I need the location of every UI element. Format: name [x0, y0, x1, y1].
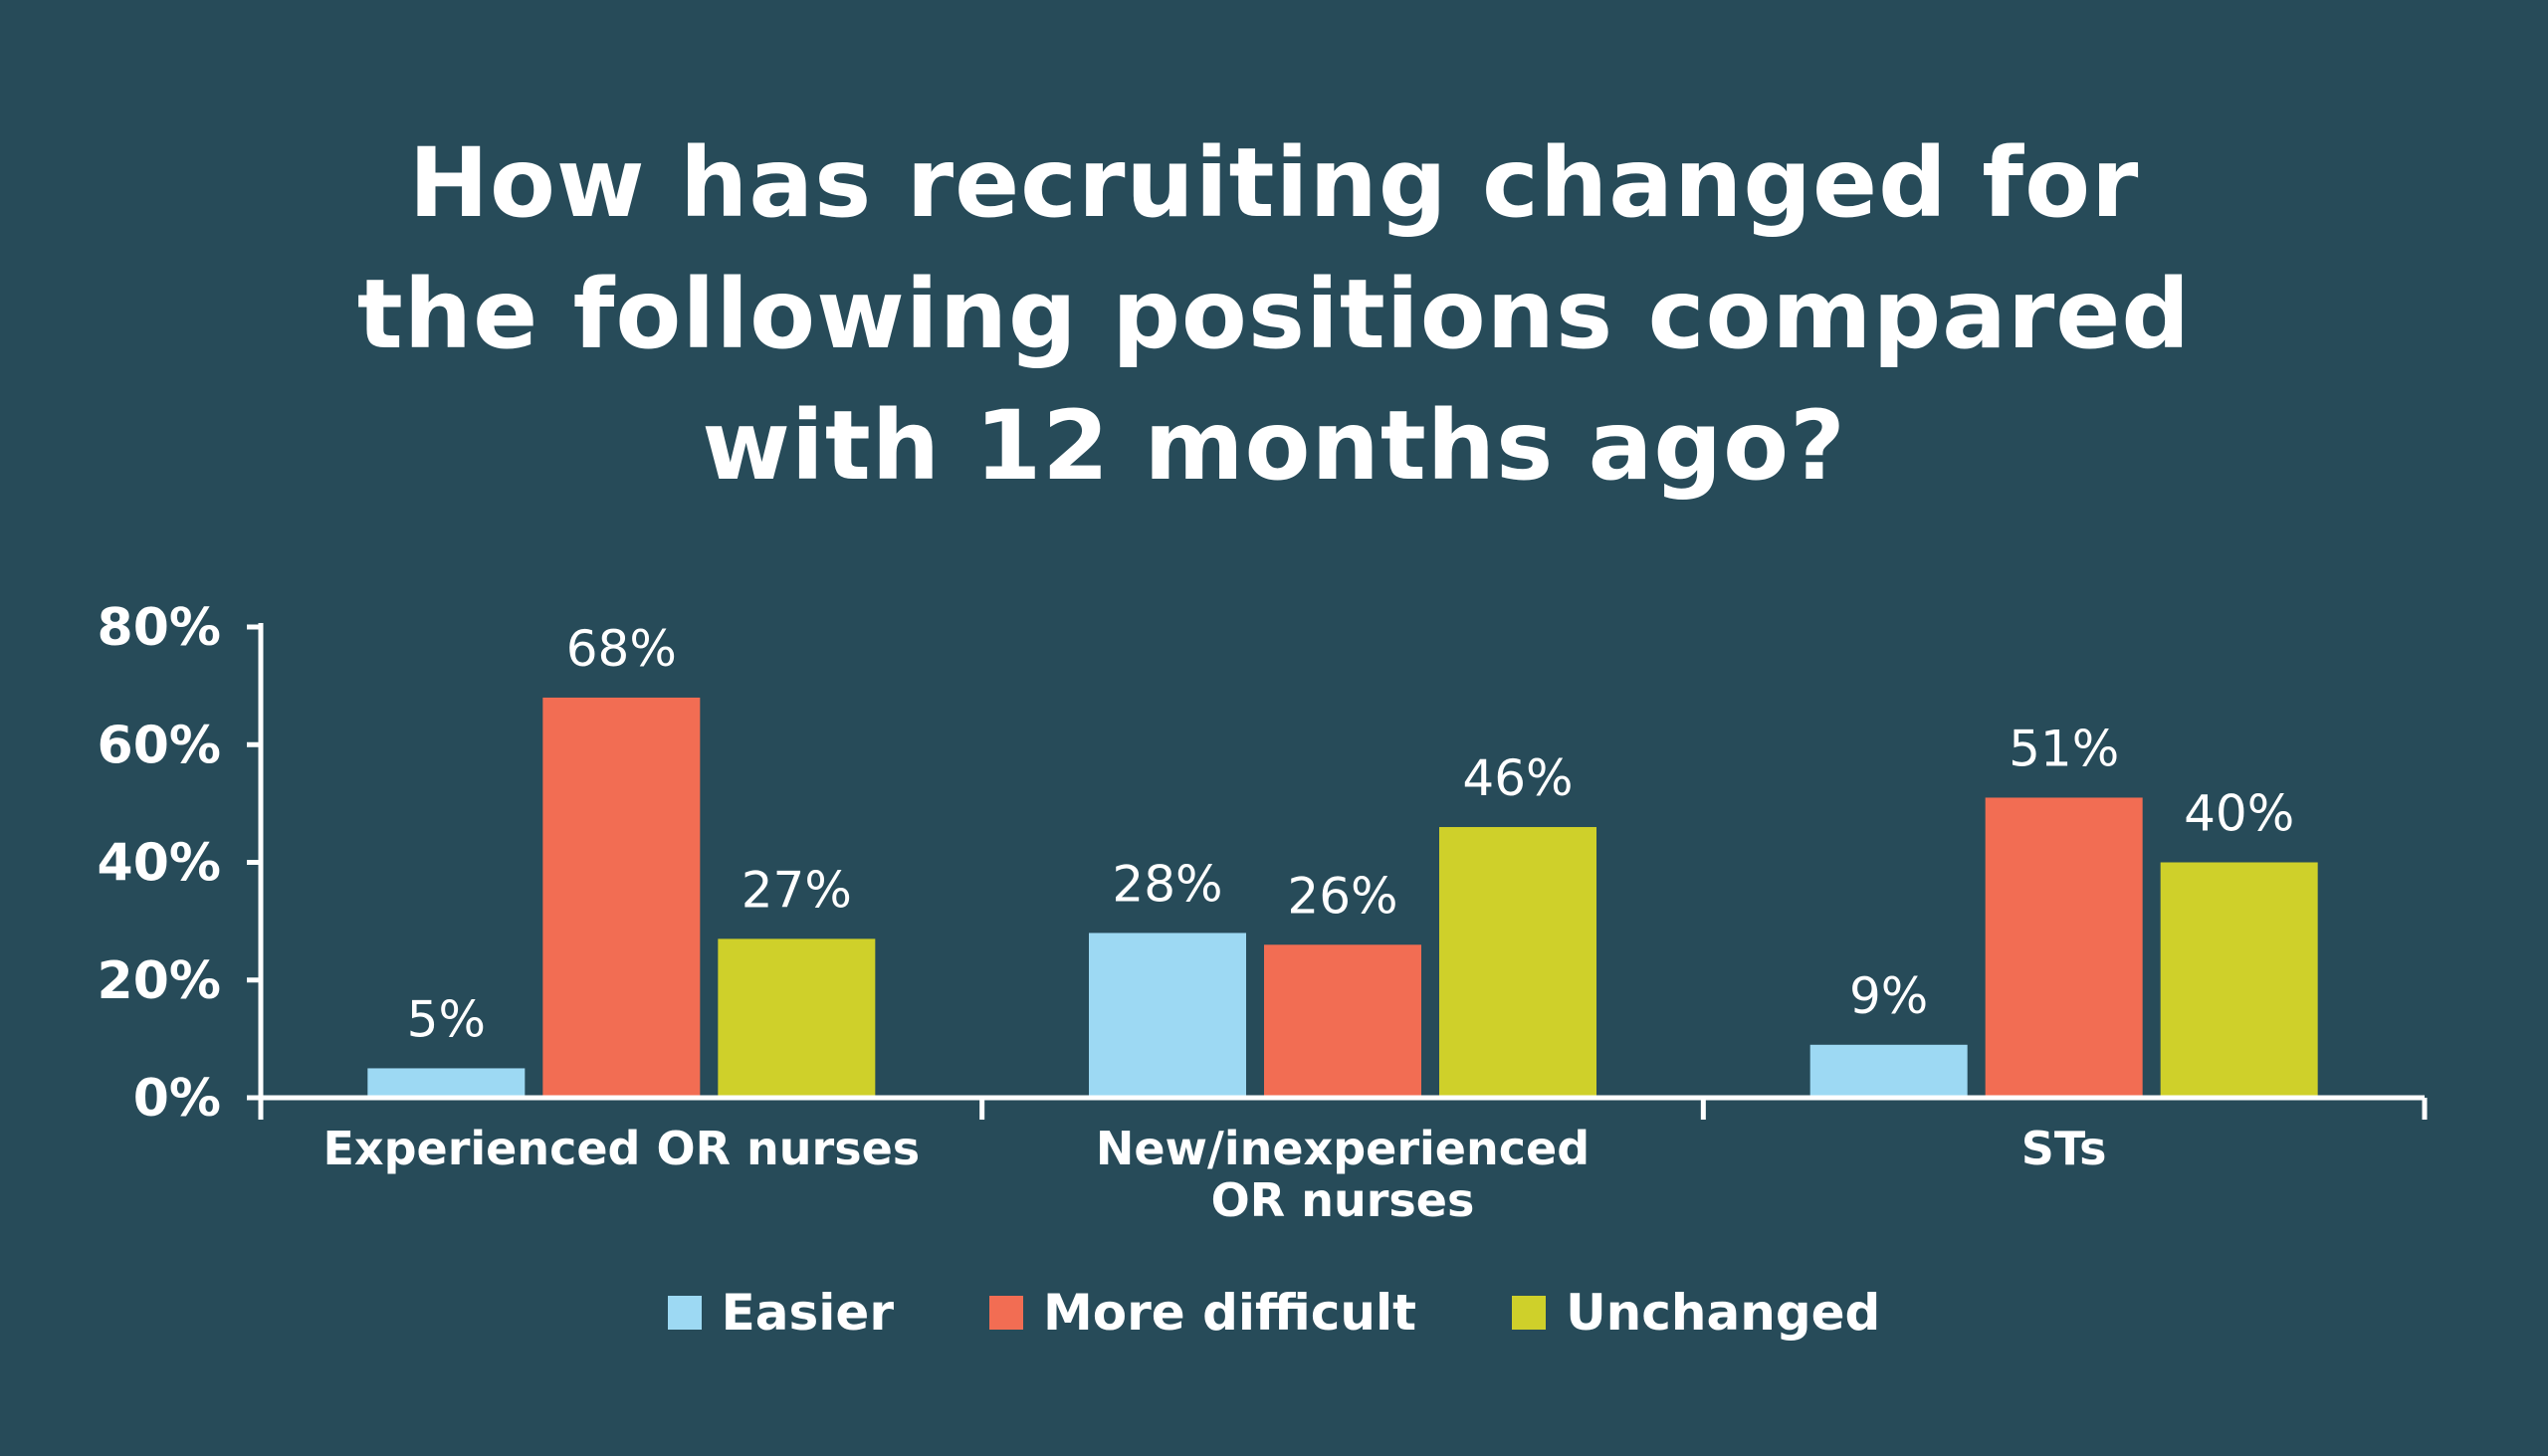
- legend-label-unchanged: Unchanged: [1566, 1284, 1881, 1342]
- chart-legend: Easier More difficult Unchanged: [0, 1284, 2548, 1342]
- chart-title: How has recruiting changed for the follo…: [0, 117, 2548, 512]
- x-tick-label-1-0: New/inexperienced: [1096, 1122, 1590, 1175]
- y-tick-label-4: 80%: [98, 598, 221, 658]
- legend-item-unchanged: Unchanged: [1512, 1284, 1880, 1342]
- y-tick-label-2: 40%: [98, 834, 221, 894]
- data-label-more-difficult-0: 68%: [566, 620, 677, 678]
- bar-more-difficult-0: [542, 697, 701, 1098]
- x-tick-label-0-0: Experienced OR nurses: [322, 1122, 920, 1175]
- legend-swatch-easier: [667, 1296, 702, 1330]
- legend-item-easier: Easier: [667, 1284, 895, 1342]
- bar-easier-2: [1809, 1044, 1968, 1098]
- bar-easier-1: [1089, 933, 1246, 1098]
- legend-item-more-difficult: More difficult: [989, 1284, 1416, 1342]
- bar-more-difficult-1: [1264, 944, 1421, 1098]
- chart-title-line-1: How has recruiting changed for: [408, 127, 2140, 239]
- bar-easier-0: [367, 1068, 526, 1098]
- x-tick-label-1-1: OR nurses: [1211, 1173, 1475, 1227]
- data-label-easier-0: 5%: [407, 990, 486, 1048]
- y-tick-label-1: 20%: [98, 951, 221, 1011]
- data-label-unchanged-2: 40%: [2184, 785, 2294, 843]
- bar-more-difficult-2: [1985, 797, 2143, 1098]
- y-tick-label-0: 0%: [133, 1069, 221, 1129]
- data-label-unchanged-1: 46%: [1462, 749, 1573, 807]
- legend-swatch-unchanged: [1512, 1296, 1547, 1330]
- data-label-easier-1: 28%: [1112, 855, 1222, 913]
- x-tick-label-2-0: STs: [2021, 1122, 2107, 1175]
- y-tick-label-3: 60%: [98, 716, 221, 775]
- bar-unchanged-0: [718, 938, 876, 1098]
- bar-unchanged-2: [2160, 862, 2318, 1098]
- legend-label-easier: Easier: [721, 1284, 895, 1342]
- data-label-easier-2: 9%: [1849, 967, 1928, 1025]
- chart-title-line-2: the following positions compared: [356, 259, 2192, 370]
- data-label-more-difficult-1: 26%: [1287, 867, 1397, 925]
- legend-label-more-difficult: More difficult: [1043, 1284, 1417, 1342]
- data-label-more-difficult-2: 51%: [2009, 720, 2119, 777]
- legend-swatch-more-difficult: [989, 1296, 1024, 1330]
- bar-unchanged-1: [1439, 827, 1596, 1098]
- chart-title-line-3: with 12 months ago?: [702, 390, 1846, 502]
- data-label-unchanged-0: 27%: [742, 861, 852, 919]
